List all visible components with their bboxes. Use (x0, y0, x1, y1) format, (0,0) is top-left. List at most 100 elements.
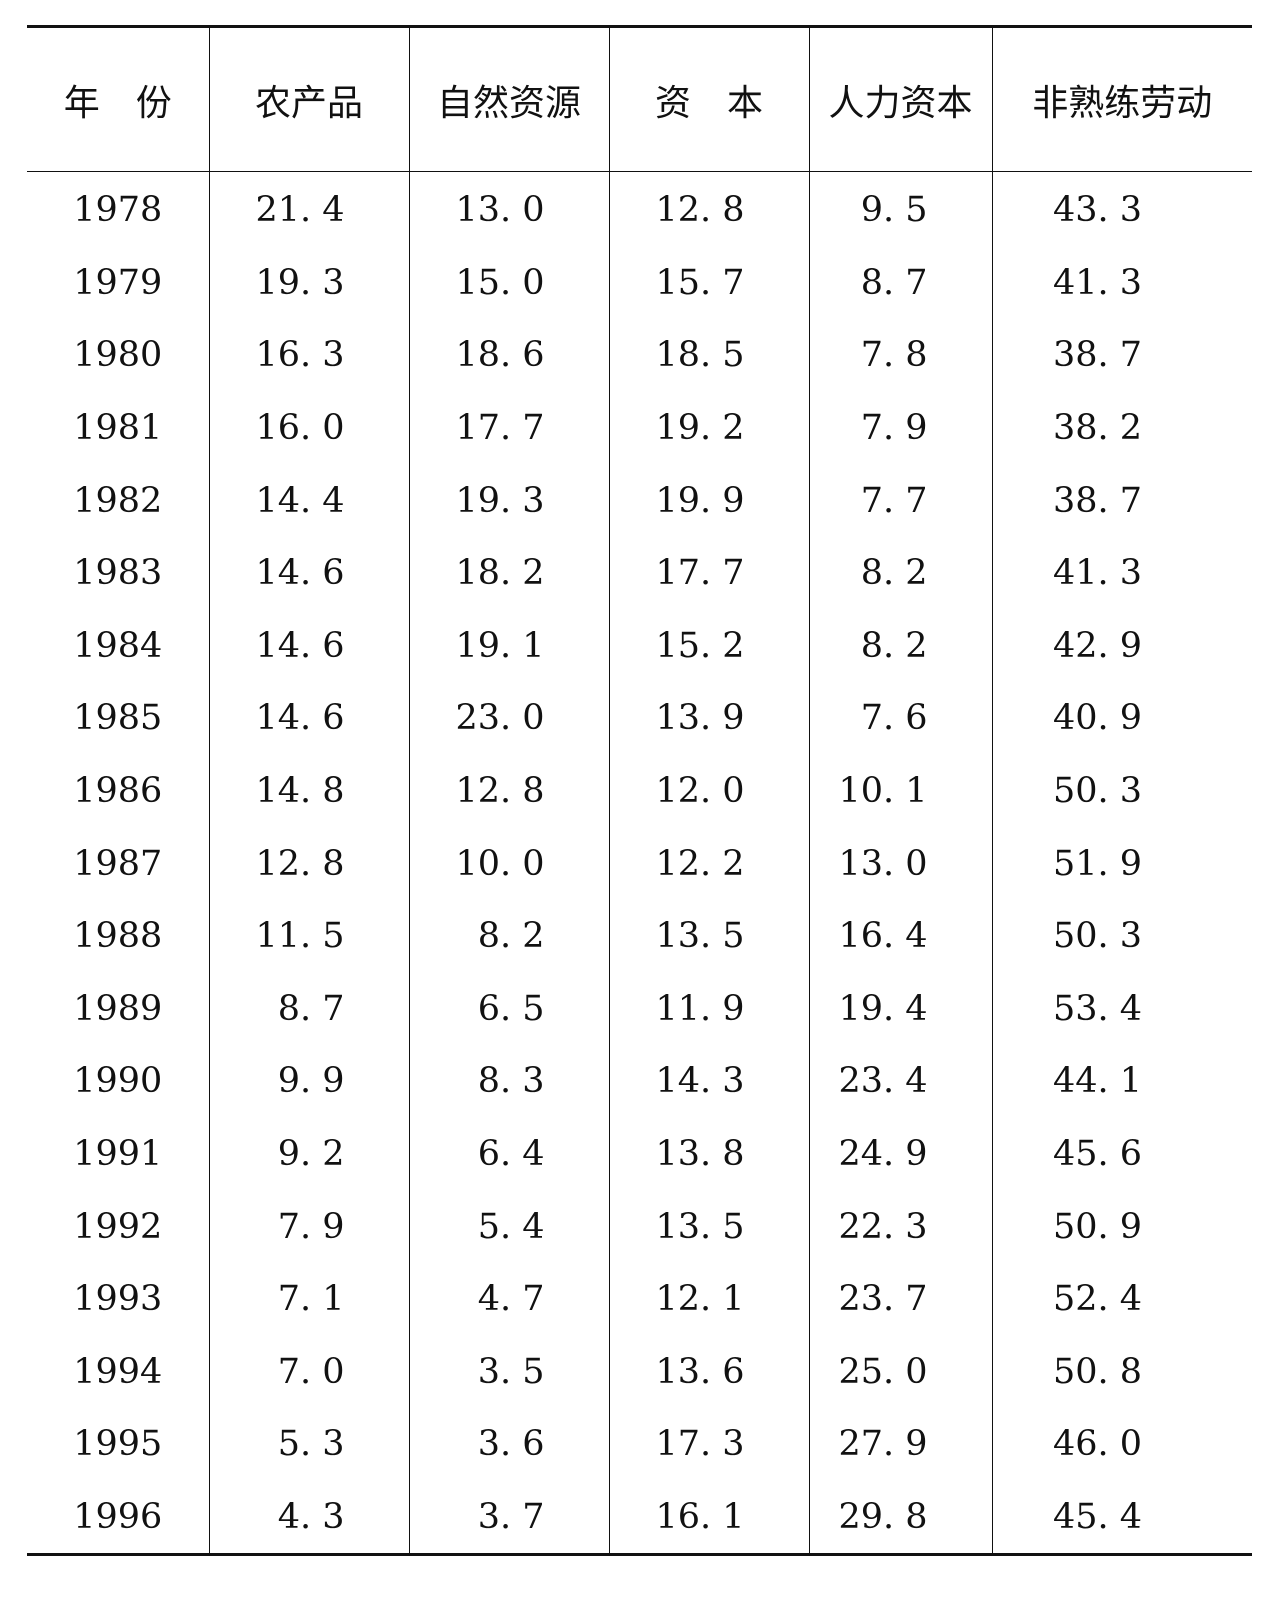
header-human-capital: 人力资本 (808, 26, 992, 172)
header-year: 年 份 (27, 26, 209, 172)
unskilled-labor-cell: 51. 9 (991, 827, 1252, 900)
year-cell: 1980 (73, 335, 163, 376)
human-capital-cell: 22. 3 (808, 1190, 992, 1263)
year-cell: 1987 (73, 843, 163, 884)
table-row: 1995 5. 3 3. 6 17. 3 27. 9 46. 0 (27, 1408, 1252, 1481)
table-header: 年 份 农产品 自然资源 资 本 人力资本 非熟练劳动 (27, 26, 1252, 172)
natural-resources-cell: 6. 5 (408, 972, 609, 1046)
natural-resources-cell: 17. 7 (408, 391, 609, 465)
capital-cell: 13. 9 (608, 682, 809, 755)
unskilled-labor-cell: 41. 3 (991, 536, 1252, 610)
natural-resources-cell: 19. 3 (408, 464, 609, 537)
human-capital-cell: 13. 0 (808, 827, 992, 900)
year-cell: 1988 (73, 916, 163, 957)
agricultural-products-cell: 9. 9 (208, 1045, 409, 1118)
table-row: 1980 16. 3 18. 6 18. 5 7. 8 38. 7 (27, 319, 1252, 392)
year-cell: 1986 (73, 771, 163, 812)
year-cell: 1992 (73, 1206, 163, 1247)
year-cell: 1995 (73, 1424, 163, 1465)
agricultural-products-cell: 14. 6 (208, 682, 409, 755)
capital-cell: 15. 7 (608, 246, 809, 320)
capital-cell: 13. 8 (608, 1117, 809, 1191)
unskilled-labor-cell: 53. 4 (991, 972, 1252, 1046)
unskilled-labor-cell: 50. 8 (991, 1335, 1252, 1409)
human-capital-cell: 9. 5 (808, 171, 992, 247)
human-capital-cell: 7. 6 (808, 682, 992, 755)
agricultural-products-cell: 9. 2 (208, 1117, 409, 1191)
table-row: 1990 9. 9 8. 3 14. 3 23. 4 44. 1 (27, 1045, 1252, 1118)
year-cell: 1981 (73, 408, 163, 449)
agricultural-products-cell: 7. 1 (208, 1262, 409, 1336)
agricultural-products-cell: 8. 7 (208, 972, 409, 1046)
year-cell: 1991 (73, 1134, 163, 1175)
year-cell: 1989 (73, 988, 163, 1029)
capital-cell: 13. 5 (608, 1190, 809, 1263)
capital-cell: 12. 0 (608, 754, 809, 828)
agricultural-products-cell: 11. 5 (208, 899, 409, 973)
human-capital-cell: 25. 0 (808, 1335, 992, 1409)
agricultural-products-cell: 19. 3 (208, 246, 409, 320)
header-capital: 资 本 (608, 26, 809, 172)
capital-cell: 11. 9 (608, 972, 809, 1046)
agricultural-products-cell: 14. 6 (208, 536, 409, 610)
header-row: 年 份 农产品 自然资源 资 本 人力资本 非熟练劳动 (27, 26, 1252, 172)
capital-cell: 12. 2 (608, 827, 809, 900)
table-row: 1992 7. 9 5. 4 13. 5 22. 3 50. 9 (27, 1190, 1252, 1263)
unskilled-labor-cell: 52. 4 (991, 1262, 1252, 1336)
natural-resources-cell: 4. 7 (408, 1262, 609, 1336)
data-table: 年 份 农产品 自然资源 资 本 人力资本 非熟练劳动 1978 21. 4 13.… (27, 25, 1252, 1557)
human-capital-cell: 19. 4 (808, 972, 992, 1046)
human-capital-cell: 8. 2 (808, 536, 992, 610)
table-row: 1988 11. 5 8. 2 13. 5 16. 4 50. 3 (27, 899, 1252, 973)
capital-cell: 12. 8 (608, 171, 809, 247)
natural-resources-cell: 3. 7 (408, 1480, 609, 1555)
natural-resources-cell: 3. 6 (408, 1408, 609, 1481)
year-cell: 1990 (73, 1061, 163, 1102)
unskilled-labor-cell: 50. 9 (991, 1190, 1252, 1263)
natural-resources-cell: 15. 0 (408, 246, 609, 320)
capital-cell: 16. 1 (608, 1480, 809, 1555)
unskilled-labor-cell: 50. 3 (991, 899, 1252, 973)
natural-resources-cell: 13. 0 (408, 171, 609, 247)
year-cell: 1985 (73, 698, 163, 739)
year-cell: 1996 (73, 1496, 163, 1537)
agricultural-products-cell: 4. 3 (208, 1480, 409, 1555)
unskilled-labor-cell: 46. 0 (991, 1408, 1252, 1481)
year-cell: 1994 (73, 1351, 163, 1392)
natural-resources-cell: 8. 3 (408, 1045, 609, 1118)
natural-resources-cell: 18. 2 (408, 536, 609, 610)
table-row: 1986 14. 8 12. 8 12. 0 10. 1 50. 3 (27, 754, 1252, 828)
table-body: 1978 21. 4 13. 0 12. 8 9. 5 43. 3 1979 19. 3 15.… (27, 171, 1252, 1555)
year-cell: 1983 (73, 553, 163, 594)
table-container: 年 份 农产品 自然资源 资 本 人力资本 非熟练劳动 1978 21. 4 13.… (27, 25, 1252, 1557)
human-capital-cell: 23. 7 (808, 1262, 992, 1336)
capital-cell: 13. 6 (608, 1335, 809, 1409)
natural-resources-cell: 6. 4 (408, 1117, 609, 1191)
table-row: 1996 4. 3 3. 7 16. 1 29. 8 45. 4 (27, 1480, 1252, 1555)
unskilled-labor-cell: 40. 9 (991, 682, 1252, 755)
capital-cell: 12. 1 (608, 1262, 809, 1336)
capital-cell: 18. 5 (608, 319, 809, 392)
table-row: 1989 8. 7 6. 5 11. 9 19. 4 53. 4 (27, 972, 1252, 1046)
agricultural-products-cell: 16. 0 (208, 391, 409, 465)
natural-resources-cell: 12. 8 (408, 754, 609, 828)
capital-cell: 19. 9 (608, 464, 809, 537)
capital-cell: 14. 3 (608, 1045, 809, 1118)
header-unskilled-labor: 非熟练劳动 (991, 26, 1252, 172)
human-capital-cell: 7. 7 (808, 464, 992, 537)
unskilled-labor-cell: 38. 7 (991, 464, 1252, 537)
agricultural-products-cell: 16. 3 (208, 319, 409, 392)
capital-cell: 13. 5 (608, 899, 809, 973)
natural-resources-cell: 5. 4 (408, 1190, 609, 1263)
natural-resources-cell: 19. 1 (408, 609, 609, 683)
table-row: 1984 14. 6 19. 1 15. 2 8. 2 42. 9 (27, 609, 1252, 683)
unskilled-labor-cell: 45. 4 (991, 1480, 1252, 1555)
human-capital-cell: 29. 8 (808, 1480, 992, 1555)
agricultural-products-cell: 5. 3 (208, 1408, 409, 1481)
header-agricultural-products: 农产品 (208, 26, 409, 172)
table-row: 1991 9. 2 6. 4 13. 8 24. 9 45. 6 (27, 1117, 1252, 1191)
table-row: 1994 7. 0 3. 5 13. 6 25. 0 50. 8 (27, 1335, 1252, 1409)
table-row: 1979 19. 3 15. 0 15. 7 8. 7 41. 3 (27, 246, 1252, 320)
human-capital-cell: 24. 9 (808, 1117, 992, 1191)
agricultural-products-cell: 14. 6 (208, 609, 409, 683)
